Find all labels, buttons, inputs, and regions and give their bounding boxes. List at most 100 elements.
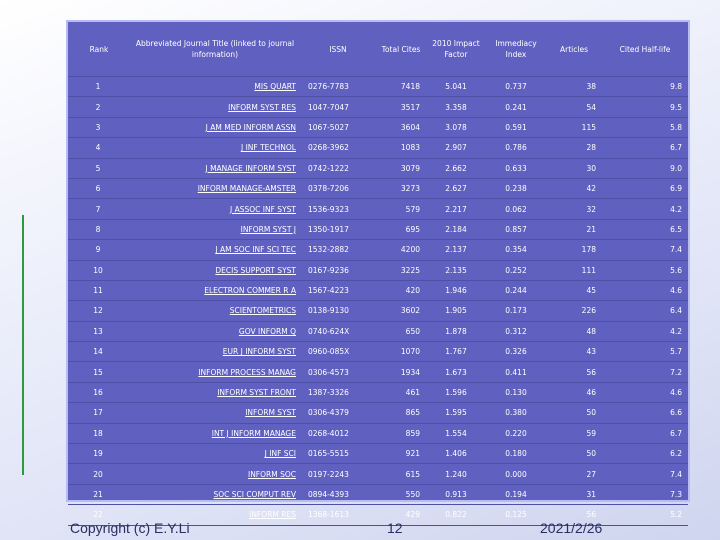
table-row: 20 INFORM SOC 0197-2243 615 1.240 0.000 27 7.4 [68,463,688,485]
articles-cell: 42 [546,178,602,200]
total-cites-cell: 461 [376,382,426,404]
impact-factor-cell: 1.946 [426,280,486,302]
journal-title-cell: J ASSOC INF SYST [130,198,300,220]
table-row: 14 EUR J INFORM SYST 0960-085X 1070 1.767 0.3… [68,341,688,363]
journal-title-cell: INFORM SYST RES [130,96,300,118]
journal-title-link[interactable]: INFORM MANAGE-AMSTER [197,184,296,194]
impact-factor-cell: 2.137 [426,239,486,261]
issn-cell: 1536-9323 [300,198,376,220]
total-cites-cell: 7418 [376,76,426,98]
rank-cell: 21 [68,484,130,506]
cited-half-life-cell: 7.3 [602,484,688,506]
journal-title-link[interactable]: J ASSOC INF SYST [230,204,296,214]
table-row: 21 SOC SCI COMPUT REV 0894-4393 550 0.913 0.1… [68,484,688,506]
immediacy-index-cell: 0.737 [486,76,546,98]
total-cites-cell: 615 [376,463,426,485]
journal-title-link[interactable]: INFORM RES [249,510,296,520]
journal-title-link[interactable]: J MANAGE INFORM SYST [205,163,296,173]
table-row: 3 J AM MED INFORM ASSN 1067-5027 3604 3.078 0… [68,117,688,139]
total-cites-cell: 650 [376,321,426,343]
journal-title-link[interactable]: J AM MED INFORM ASSN [205,122,296,132]
issn-cell: 1567-4223 [300,280,376,302]
total-cites-cell: 429 [376,504,426,526]
total-cites-cell: 3602 [376,300,426,322]
journal-title-cell: MIS QUART [130,76,300,98]
impact-factor-cell: 2.217 [426,198,486,220]
journal-title-cell: INFORM PROCESS MANAG [130,361,300,383]
journal-title-cell: J INF TECHNOL [130,137,300,159]
journal-title-cell: INFORM SOC [130,463,300,485]
header-articles: Articles [546,22,602,77]
articles-cell: 45 [546,280,602,302]
immediacy-index-cell: 0.591 [486,117,546,139]
journal-title-link[interactable]: MIS QUART [254,82,296,92]
rank-cell: 22 [68,504,130,526]
table-row: 1 MIS QUART 0276-7783 7418 5.041 0.737 38 9.8 [68,76,688,98]
journal-title-link[interactable]: J INF TECHNOL [240,143,296,153]
journal-title-link[interactable]: EUR J INFORM SYST [222,347,296,357]
journal-title-cell: ELECTRON COMMER R A [130,280,300,302]
impact-factor-cell: 5.041 [426,76,486,98]
journal-title-link[interactable]: INFORM SOC [247,469,296,479]
articles-cell: 50 [546,443,602,465]
issn-cell: 0138-9130 [300,300,376,322]
total-cites-cell: 1083 [376,137,426,159]
cited-half-life-cell: 6.7 [602,423,688,445]
journal-title-link[interactable]: INFORM SYST J [240,224,296,234]
impact-factor-cell: 1.596 [426,382,486,404]
rank-cell: 3 [68,117,130,139]
immediacy-index-cell: 0.354 [486,239,546,261]
journal-title-link[interactable]: GOV INFORM Q [238,326,296,336]
impact-factor-cell: 3.078 [426,117,486,139]
journal-title-link[interactable]: SCIENTOMETRICS [229,306,296,316]
impact-factor-cell: 2.627 [426,178,486,200]
rank-cell: 4 [68,137,130,159]
immediacy-index-cell: 0.857 [486,219,546,241]
articles-cell: 226 [546,300,602,322]
journal-title-link[interactable]: INFORM SYST RES [228,102,296,112]
immediacy-index-cell: 0.238 [486,178,546,200]
journal-title-link[interactable]: J INF SCI [264,449,296,459]
cited-half-life-cell: 4.6 [602,382,688,404]
articles-cell: 30 [546,158,602,179]
cited-half-life-cell: 9.8 [602,76,688,98]
journal-title-cell: INFORM SYST [130,402,300,424]
table-row: 4 J INF TECHNOL 0268-3962 1083 2.907 0.786 28 6… [68,137,688,159]
journal-title-link[interactable]: J AM SOC INF SCI TEC [215,245,296,255]
articles-cell: 43 [546,341,602,363]
journal-title-cell: INFORM MANAGE-AMSTER [130,178,300,200]
rank-cell: 17 [68,402,130,424]
total-cites-cell: 3079 [376,158,426,179]
journal-title-link[interactable]: INFORM SYST FRONT [217,388,296,398]
page-number: 12 [387,520,403,536]
articles-cell: 28 [546,137,602,159]
immediacy-index-cell: 0.633 [486,158,546,179]
journal-title-link[interactable]: DECIS SUPPORT SYST [215,265,296,275]
journal-title-cell: J MANAGE INFORM SYST [130,158,300,179]
rank-cell: 5 [68,158,130,179]
journal-title-cell: INFORM SYST FRONT [130,382,300,404]
table-row: 11 ELECTRON COMMER R A 1567-4223 420 1.946 0.… [68,280,688,302]
journal-title-link[interactable]: ELECTRON COMMER R A [204,286,296,296]
table-row: 15 INFORM PROCESS MANAG 0306-4573 1934 1.673… [68,361,688,383]
issn-cell: 0306-4573 [300,361,376,383]
immediacy-index-cell: 0.244 [486,280,546,302]
journal-title-link[interactable]: INT J INFORM MANAGE [211,428,296,438]
journal-title-link[interactable]: INFORM SYST [245,408,296,418]
cited-half-life-cell: 6.7 [602,137,688,159]
immediacy-index-cell: 0.786 [486,137,546,159]
table-row: 19 J INF SCI 0165-5515 921 1.406 0.180 50 6.2 [68,443,688,465]
journal-title-link[interactable]: INFORM PROCESS MANAG [198,367,296,377]
cited-half-life-cell: 9.5 [602,96,688,118]
articles-cell: 111 [546,260,602,281]
journal-title-link[interactable]: SOC SCI COMPUT REV [213,490,296,499]
impact-factor-cell: 0.822 [426,504,486,526]
total-cites-cell: 1070 [376,341,426,363]
articles-cell: 46 [546,382,602,404]
immediacy-index-cell: 0.411 [486,361,546,383]
total-cites-cell: 865 [376,402,426,424]
articles-cell: 178 [546,239,602,261]
journal-title-cell: SCIENTOMETRICS [130,300,300,322]
header-journal-title: Abbreviated Journal Title (linked to jou… [130,22,300,77]
cited-half-life-cell: 7.2 [602,361,688,383]
